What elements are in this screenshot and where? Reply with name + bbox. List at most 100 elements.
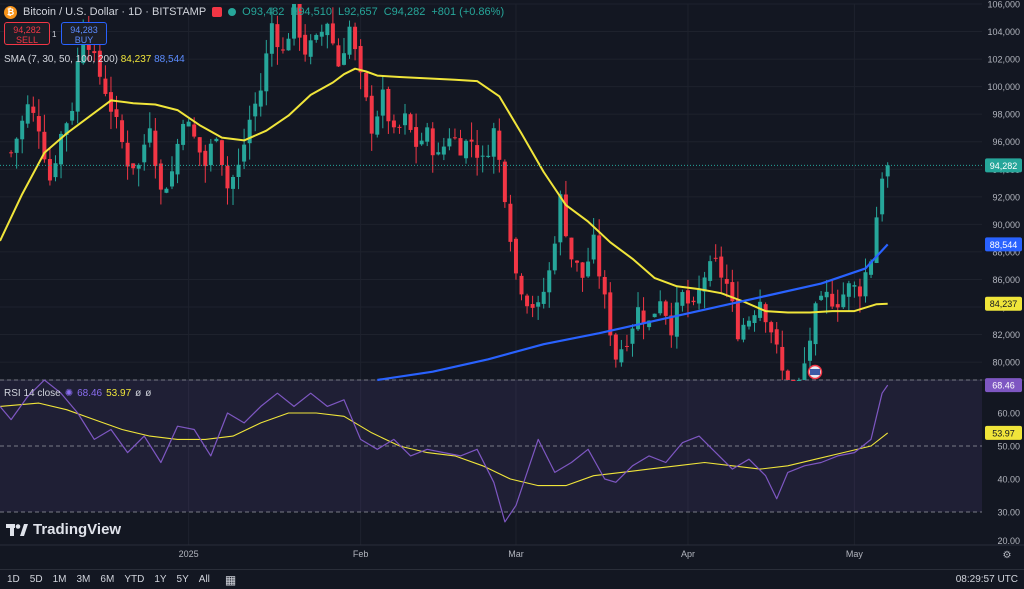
candle-body[interactable]	[164, 188, 169, 193]
candle-body[interactable]	[347, 26, 352, 55]
timeframe-button-1y[interactable]: 1Y	[154, 574, 167, 585]
candle-body[interactable]	[680, 292, 685, 306]
candle-body[interactable]	[591, 234, 596, 260]
candle-body[interactable]	[519, 275, 524, 295]
candle-body[interactable]	[885, 165, 890, 177]
candle-body[interactable]	[857, 286, 862, 297]
candle-body[interactable]	[691, 300, 696, 303]
candle-body[interactable]	[53, 163, 58, 178]
candle-body[interactable]	[358, 46, 363, 73]
candle-body[interactable]	[586, 261, 591, 277]
candle-body[interactable]	[36, 116, 41, 132]
candle-body[interactable]	[558, 194, 563, 243]
candle-body[interactable]	[375, 116, 380, 135]
sma-blue-line[interactable]	[377, 243, 889, 382]
candle-body[interactable]	[175, 143, 180, 175]
timeframe-button-5y[interactable]: 5Y	[176, 574, 189, 585]
candle-body[interactable]	[92, 51, 97, 54]
candle-body[interactable]	[730, 282, 735, 302]
candle-body[interactable]	[502, 161, 507, 203]
candle-body[interactable]	[824, 291, 829, 298]
candle-body[interactable]	[70, 110, 75, 121]
candle-body[interactable]	[830, 293, 835, 307]
candle-body[interactable]	[469, 139, 474, 142]
candle-body[interactable]	[541, 291, 546, 304]
candle-body[interactable]	[619, 349, 624, 363]
timeframe-button-1m[interactable]: 1M	[52, 574, 67, 585]
candle-body[interactable]	[20, 120, 25, 140]
rsi-line[interactable]	[0, 379, 889, 523]
clock-utc[interactable]: 08:29:57 UTC	[955, 574, 1018, 585]
candle-body[interactable]	[192, 124, 197, 137]
candle-body[interactable]	[408, 114, 413, 130]
candle-body[interactable]	[269, 23, 274, 54]
candle-body[interactable]	[386, 88, 391, 122]
rsi-legend[interactable]: RSI 14 close ✺ 68.46 53.97 ø ø	[4, 388, 151, 399]
candle-body[interactable]	[513, 238, 518, 274]
candle-body[interactable]	[563, 194, 568, 237]
candle-body[interactable]	[741, 324, 746, 340]
candle-body[interactable]	[713, 257, 718, 259]
candle-body[interactable]	[403, 113, 408, 126]
candle-body[interactable]	[452, 137, 457, 139]
candle-body[interactable]	[120, 120, 125, 143]
candle-body[interactable]	[530, 304, 535, 308]
candle-body[interactable]	[602, 276, 607, 295]
candle-body[interactable]	[225, 165, 230, 189]
candle-body[interactable]	[397, 126, 402, 128]
candle-body[interactable]	[303, 34, 308, 55]
candle-body[interactable]	[880, 178, 885, 215]
candle-body[interactable]	[802, 363, 807, 380]
candle-body[interactable]	[630, 328, 635, 344]
candle-body[interactable]	[336, 45, 341, 67]
candle-body[interactable]	[325, 23, 330, 36]
candle-body[interactable]	[114, 109, 119, 117]
candle-body[interactable]	[153, 130, 158, 167]
rsi-ma-line[interactable]	[0, 402, 889, 487]
candle-body[interactable]	[669, 315, 674, 336]
candle-body[interactable]	[746, 320, 751, 327]
candle-body[interactable]	[203, 150, 208, 167]
candle-body[interactable]	[569, 237, 574, 260]
candle-body[interactable]	[108, 92, 113, 112]
candle-body[interactable]	[231, 176, 236, 189]
timeframe-button-3m[interactable]: 3M	[76, 574, 91, 585]
candle-body[interactable]	[31, 106, 36, 113]
candle-body[interactable]	[580, 262, 585, 278]
candle-body[interactable]	[752, 315, 757, 324]
candle-body[interactable]	[380, 89, 385, 116]
candle-body[interactable]	[647, 320, 652, 328]
candle-body[interactable]	[719, 256, 724, 278]
candle-body[interactable]	[874, 217, 879, 263]
timeframe-button-1d[interactable]: 1D	[7, 574, 20, 585]
candle-body[interactable]	[297, 4, 302, 38]
candle-body[interactable]	[835, 304, 840, 308]
buy-button[interactable]: 94,283 BUY	[61, 22, 107, 45]
candle-body[interactable]	[708, 261, 713, 281]
candle-body[interactable]	[364, 72, 369, 98]
candle-body[interactable]	[464, 140, 469, 159]
candle-body[interactable]	[236, 164, 241, 178]
candle-body[interactable]	[197, 137, 202, 153]
candle-body[interactable]	[702, 277, 707, 292]
candle-body[interactable]	[25, 104, 30, 124]
candle-body[interactable]	[624, 345, 629, 347]
candle-body[interactable]	[247, 119, 252, 144]
candle-body[interactable]	[441, 146, 446, 155]
candle-body[interactable]	[136, 164, 141, 169]
candle-body[interactable]	[181, 123, 186, 145]
timeframe-button-ytd[interactable]: YTD	[124, 574, 145, 585]
candle-body[interactable]	[208, 143, 213, 166]
candle-body[interactable]	[219, 140, 224, 165]
tradingview-logo[interactable]: TradingView	[6, 521, 121, 538]
candle-body[interactable]	[613, 334, 618, 360]
candle-body[interactable]	[97, 50, 102, 77]
candle-body[interactable]	[81, 27, 86, 64]
candle-body[interactable]	[131, 163, 136, 169]
candle-body[interactable]	[536, 302, 541, 307]
candle-body[interactable]	[508, 203, 513, 242]
candle-body[interactable]	[674, 302, 679, 337]
candle-body[interactable]	[735, 299, 740, 340]
candle-body[interactable]	[353, 26, 358, 50]
